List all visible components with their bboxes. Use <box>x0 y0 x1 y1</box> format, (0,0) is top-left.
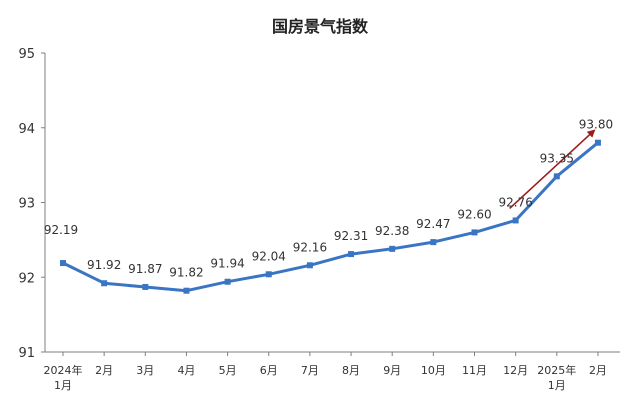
data-label: 93.35 <box>540 151 574 165</box>
x-tick-label: 6月 <box>260 364 278 377</box>
x-tick-label: 5月 <box>219 364 237 377</box>
data-label: 91.87 <box>128 262 162 276</box>
x-tick-label: 4月 <box>177 364 195 377</box>
data-label: 92.16 <box>293 240 327 254</box>
data-points <box>60 139 601 294</box>
data-point <box>183 287 190 294</box>
data-point <box>471 229 478 236</box>
x-tick-label: 10月 <box>421 364 446 377</box>
data-label: 92.47 <box>416 217 450 231</box>
x-tick-label: 12月 <box>503 364 528 377</box>
data-label: 92.76 <box>498 195 532 209</box>
x-tick-label: 2月 <box>589 364 607 377</box>
x-axis-ticks: 2024年 1月 2月 3月 4月 5月 6月 7月 8月 9月 10月 11月 12月 2025年 1月 2… <box>44 352 607 392</box>
data-point <box>60 260 66 267</box>
data-point <box>389 245 396 252</box>
data-label: 93.80 <box>579 118 613 132</box>
data-label: 92.19 <box>44 223 78 237</box>
data-point <box>306 262 313 269</box>
data-label: 92.38 <box>375 224 409 238</box>
series-line <box>62 141 599 293</box>
data-label: 91.94 <box>210 257 244 271</box>
y-tick-label: 95 <box>18 47 35 62</box>
data-point <box>265 271 272 278</box>
data-point <box>512 217 519 224</box>
series <box>62 129 599 293</box>
chart-title: 国房景气指数 <box>272 17 369 36</box>
y-tick-label: 94 <box>18 122 35 137</box>
data-label: 92.31 <box>334 229 368 243</box>
y-tick-label: 91 <box>18 346 35 361</box>
data-point <box>101 280 108 287</box>
data-label: 92.04 <box>252 249 286 263</box>
x-tick-label: 11月 <box>462 364 487 377</box>
x-tick-label: 8月 <box>342 364 360 377</box>
data-point <box>224 278 231 285</box>
data-label: 91.92 <box>87 258 121 272</box>
x-tick-label: 2月 <box>95 364 113 377</box>
data-point <box>430 239 437 246</box>
x-tick-label: 2024年 1月 <box>44 363 83 392</box>
data-labels: 92.19 91.92 91.87 91.82 91.94 92.04 92.16 92.31… <box>44 118 613 280</box>
x-tick-label: 9月 <box>383 364 401 377</box>
y-tick-label: 93 <box>18 197 35 212</box>
trend-arrow <box>509 129 596 210</box>
data-label: 92.60 <box>457 207 491 221</box>
data-point <box>553 173 560 180</box>
y-tick-label: 92 <box>18 271 35 286</box>
x-tick-label: 3月 <box>136 364 154 377</box>
x-tick-label: 7月 <box>301 364 319 377</box>
data-point <box>594 139 601 146</box>
data-point <box>142 283 149 290</box>
data-label: 91.82 <box>169 266 203 280</box>
x-tick-label: 2025年 1月 <box>537 363 576 392</box>
data-point <box>348 251 355 258</box>
y-axis-ticks: 91 92 93 94 95 <box>18 47 45 361</box>
